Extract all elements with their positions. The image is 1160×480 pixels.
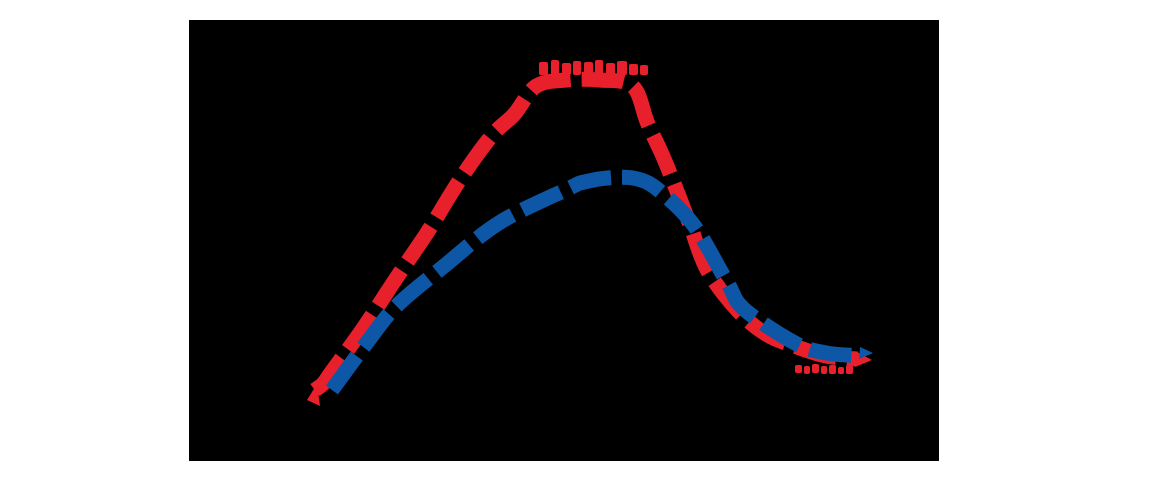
blue-end-tip <box>859 347 873 359</box>
chart-image <box>189 20 939 461</box>
red-end-tip <box>855 352 872 367</box>
red-curve-series <box>310 71 859 397</box>
red-start-tip <box>307 384 320 406</box>
tail-glyph-remnants <box>795 364 853 374</box>
peak-glyph-remnants <box>539 60 648 75</box>
chart-svg <box>307 60 873 406</box>
blue-curve-series <box>325 169 861 395</box>
